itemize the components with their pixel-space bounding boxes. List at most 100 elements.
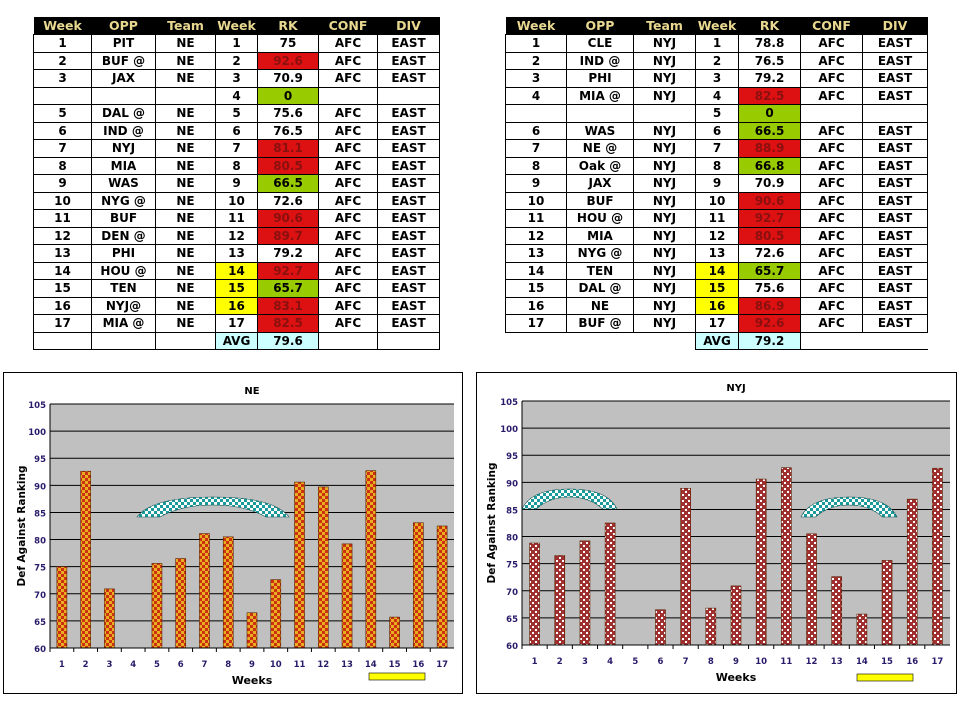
chart-title: NE bbox=[244, 386, 259, 397]
table-cell: AFC bbox=[800, 86, 863, 105]
y-axis-label: Def Against Ranking bbox=[486, 462, 498, 583]
table-cell: EAST bbox=[862, 174, 928, 193]
table-cell bbox=[567, 332, 634, 350]
table-cell: NYJ bbox=[633, 174, 696, 193]
table-cell: 15 bbox=[215, 279, 258, 298]
table-cell: 0 bbox=[738, 104, 801, 123]
table-cell: 13 bbox=[695, 244, 739, 263]
table-cell: NE bbox=[155, 69, 216, 88]
table-cell: AFC bbox=[800, 296, 863, 315]
table-cell: AFC bbox=[318, 51, 378, 70]
y-tick-label: 70 bbox=[506, 588, 518, 598]
x-tick-label: 9 bbox=[733, 657, 739, 667]
table-cell: EAST bbox=[862, 139, 928, 158]
y-tick-label: 85 bbox=[506, 506, 518, 516]
table-cell: DAL @ bbox=[91, 104, 156, 123]
table-cell: 90.6 bbox=[257, 209, 319, 228]
table-row: 6 WAS NYJ 6 66.5 AFC EAST bbox=[505, 121, 928, 140]
nyj-schedule-table: Week OPP Team Week RK CONF DIV 1 CLE NYJ 1 78.8 AFC E… bbox=[505, 17, 928, 350]
table-cell: NYJ bbox=[633, 209, 696, 228]
ne-chart-frame: 60 65 70 75 80 85 90 95 100 105 1 2 3 4 5 6 7 8 9 10 11 12 13 1… bbox=[3, 372, 463, 694]
table-cell: 12 bbox=[695, 226, 739, 245]
table-cell: 72.6 bbox=[738, 244, 801, 263]
table-cell bbox=[862, 331, 928, 350]
x-tick-label: 16 bbox=[906, 657, 918, 667]
table-cell: EAST bbox=[377, 121, 440, 140]
table-cell: 17 bbox=[695, 314, 739, 333]
bar bbox=[294, 481, 305, 649]
table-cell: 6 bbox=[505, 121, 567, 140]
table-cell: 89.7 bbox=[257, 226, 319, 245]
table-cell: 9 bbox=[215, 174, 258, 193]
x-tick-label: 3 bbox=[106, 660, 112, 670]
x-tick-label: 7 bbox=[202, 660, 208, 670]
table-cell: 11 bbox=[215, 209, 258, 228]
avg-value: 79.2 bbox=[738, 331, 801, 350]
table-cell: 65.7 bbox=[738, 261, 801, 280]
x-tick-label: 14 bbox=[365, 660, 377, 670]
table-cell: AFC bbox=[318, 174, 378, 193]
table-cell: 8 bbox=[505, 156, 567, 175]
x-tick-label: 15 bbox=[881, 657, 893, 667]
header-row: Week OPP Team Week RK CONF DIV bbox=[505, 17, 928, 35]
x-tick-label: 15 bbox=[389, 660, 401, 670]
table-cell bbox=[506, 332, 567, 350]
column-header: CONF bbox=[318, 17, 378, 35]
legend-swatch bbox=[856, 673, 914, 682]
table-cell: AFC bbox=[800, 156, 863, 175]
table-row: 7 NE @ NYJ 7 88.9 AFC EAST bbox=[505, 139, 928, 158]
table-cell: 6 bbox=[695, 121, 739, 140]
table-cell: EAST bbox=[862, 314, 928, 333]
bar bbox=[317, 486, 329, 649]
table-row: 13 PHI NE 13 79.2 AFC EAST bbox=[33, 244, 440, 263]
table-cell: 2 bbox=[215, 51, 258, 70]
table-cell: AFC bbox=[318, 226, 378, 245]
table-cell: 11 bbox=[505, 209, 567, 228]
table-cell: 5 bbox=[695, 104, 739, 123]
y-tick-label: 105 bbox=[28, 401, 46, 411]
table-cell: AFC bbox=[800, 314, 863, 333]
table-cell: 80.5 bbox=[257, 156, 319, 175]
table-cell: 9 bbox=[505, 174, 567, 193]
table-cell: EAST bbox=[377, 279, 440, 298]
table-row: 15 TEN NE 15 65.7 AFC EAST bbox=[33, 279, 440, 298]
y-tick-label: 100 bbox=[500, 425, 518, 435]
table-cell: JAX bbox=[566, 174, 634, 193]
x-tick-label: 12 bbox=[806, 657, 818, 667]
bar bbox=[906, 498, 918, 646]
table-cell: 17 bbox=[505, 314, 567, 333]
bar bbox=[680, 487, 691, 646]
table-row: 17 BUF @ NYJ 17 92.6 AFC EAST bbox=[505, 314, 928, 333]
table-cell: 12 bbox=[33, 226, 92, 245]
table-cell: 7 bbox=[505, 139, 567, 158]
y-tick-label: 75 bbox=[506, 561, 518, 571]
table-cell: 70.9 bbox=[738, 174, 801, 193]
table-row: 9 JAX NYJ 9 70.9 AFC EAST bbox=[505, 174, 928, 193]
table-row: 1 PIT NE 1 75 AFC EAST bbox=[33, 34, 440, 53]
table-cell: 90.6 bbox=[738, 191, 801, 210]
bar bbox=[199, 533, 210, 649]
table-cell: AFC bbox=[800, 69, 863, 88]
table-cell: AFC bbox=[318, 69, 378, 88]
table-cell: 92.6 bbox=[738, 314, 801, 333]
table-cell: EAST bbox=[377, 104, 440, 123]
column-header: Week bbox=[695, 17, 739, 35]
table-cell: AFC bbox=[318, 191, 378, 210]
y-tick-label: 95 bbox=[506, 452, 518, 462]
y-axis-label: Def Against Ranking bbox=[16, 465, 28, 586]
table-cell: 8 bbox=[695, 156, 739, 175]
x-tick-label: 16 bbox=[412, 660, 424, 670]
table-cell: BUF bbox=[91, 209, 156, 228]
table-cell: HOU @ bbox=[566, 209, 634, 228]
table-cell: EAST bbox=[862, 121, 928, 140]
table-row: 7 NYJ NE 7 81.1 AFC EAST bbox=[33, 139, 440, 158]
avg-value: 79.6 bbox=[257, 331, 319, 350]
column-header: Week bbox=[33, 17, 92, 35]
table-cell: NYJ@ bbox=[91, 296, 156, 315]
table-cell: 8 bbox=[215, 156, 258, 175]
table-cell: EAST bbox=[862, 296, 928, 315]
table-cell: EAST bbox=[377, 209, 440, 228]
table-cell: MIA bbox=[91, 156, 156, 175]
table-cell: 82.5 bbox=[257, 314, 319, 333]
